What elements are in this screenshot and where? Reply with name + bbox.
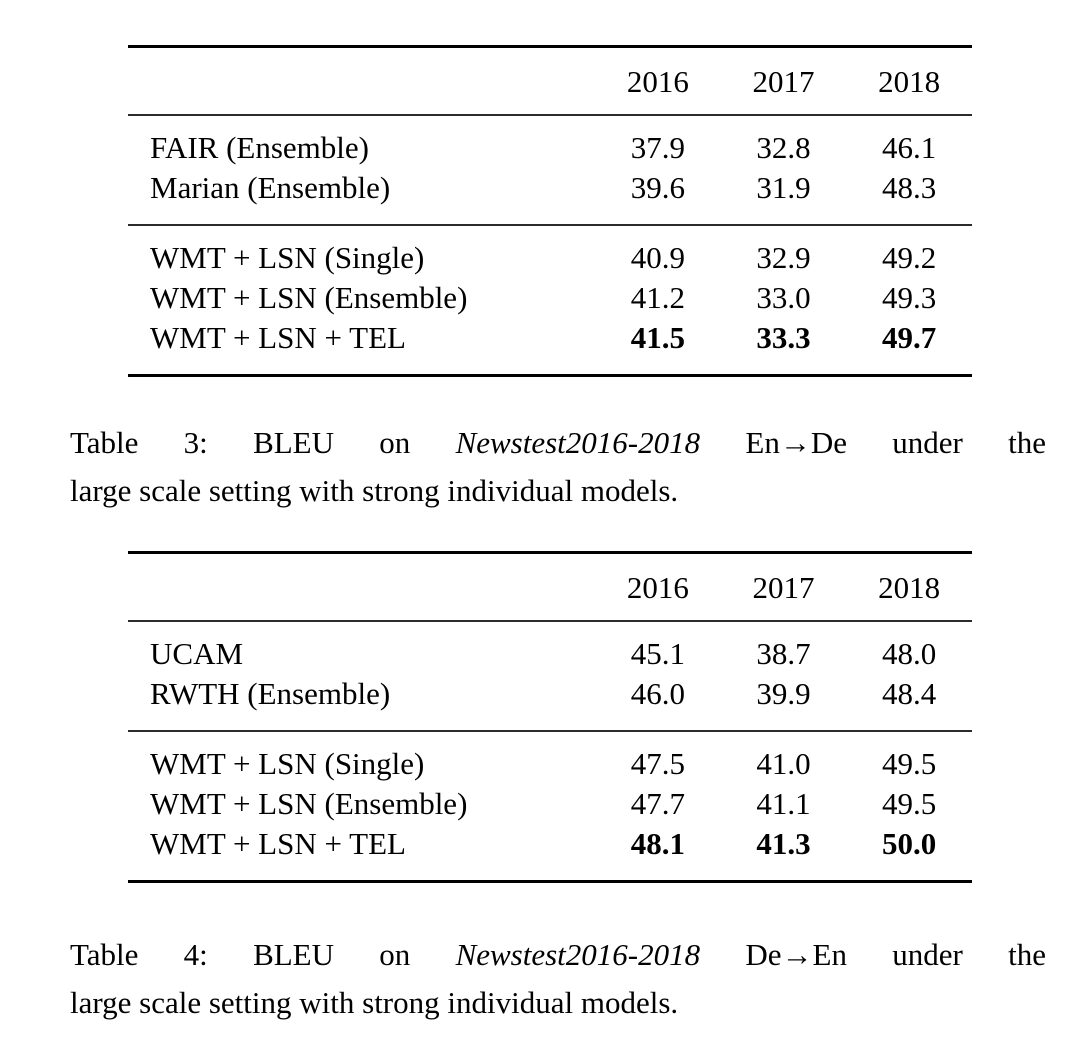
row-label: WMT + LSN (Single) <box>150 240 425 275</box>
bleu-value-best: 49.7 <box>846 318 972 377</box>
bleu-value: 32.9 <box>756 240 811 275</box>
table-row: UCAM 45.1 38.7 48.0 <box>128 621 972 674</box>
bleu-value-best: 33.3 <box>720 318 847 377</box>
table3-header-empty-cell <box>128 45 596 116</box>
bleu-value: 47.7 <box>630 786 686 821</box>
table3-our-group: WMT + LSN (Single) 40.9 32.9 49.2 WMT + … <box>128 225 972 377</box>
table-row: WMT + LSN (Single) 40.9 32.9 49.2 <box>128 225 972 278</box>
bleu-value: 49.5 <box>882 746 937 781</box>
table4-baseline-group: UCAM 45.1 38.7 48.0 RWTH (Ensemble) 46.0… <box>128 621 972 732</box>
table4-header-year-2017: 2017 <box>720 551 847 622</box>
table4-caption: Table 4: BLEU on Newstest2016-2018 De→En… <box>70 931 1046 1027</box>
caption-text: De→En under the <box>700 937 1046 972</box>
row-label: FAIR (Ensemble) <box>150 130 369 165</box>
table3: 2016 2017 2018 FAIR (Ensemble) 37.9 32.8… <box>128 45 972 377</box>
table4-header-row: 2016 2017 2018 <box>128 551 972 622</box>
caption-italic-testset: Newstest2016-2018 <box>455 425 701 460</box>
table3-caption-line2: large scale setting with strong individu… <box>70 473 679 508</box>
row-label: WMT + LSN (Ensemble) <box>150 280 468 315</box>
bleu-value: 37.9 <box>630 130 686 165</box>
row-label: WMT + LSN + TEL <box>128 318 596 377</box>
bleu-value: 41.2 <box>630 280 686 315</box>
table3-header-row: 2016 2017 2018 <box>128 45 972 116</box>
bleu-value: 39.9 <box>720 674 847 732</box>
bleu-value: 32.8 <box>756 130 811 165</box>
table4-header-year-2016: 2016 <box>595 551 721 622</box>
table3-header: 2016 2017 2018 <box>128 45 972 116</box>
bleu-value: 39.6 <box>595 168 721 226</box>
bleu-value-best: 41.3 <box>720 824 847 883</box>
row-label: RWTH (Ensemble) <box>128 674 596 732</box>
bleu-value: 46.0 <box>595 674 721 732</box>
bleu-value: 33.0 <box>756 280 811 315</box>
table-row: WMT + LSN (Single) 47.5 41.0 49.5 <box>128 731 972 784</box>
table4-header-empty-cell <box>128 551 596 622</box>
table-row: Marian (Ensemble) 39.6 31.9 48.3 <box>128 168 972 226</box>
caption-italic-testset: Newstest2016-2018 <box>455 937 701 972</box>
row-label: Marian (Ensemble) <box>128 168 596 226</box>
bleu-value-best: 50.0 <box>846 824 972 883</box>
bleu-value-best: 41.5 <box>595 318 721 377</box>
table3-header-year-2016: 2016 <box>595 45 721 116</box>
row-label: WMT + LSN + TEL <box>128 824 596 883</box>
table4-header: 2016 2017 2018 <box>128 551 972 622</box>
bleu-value: 49.5 <box>882 786 937 821</box>
bleu-value: 38.7 <box>756 636 811 671</box>
table3-header-year-2017: 2017 <box>720 45 847 116</box>
table4-header-year-2018: 2018 <box>846 551 972 622</box>
bleu-value: 47.5 <box>630 746 686 781</box>
table-row: WMT + LSN (Ensemble) 47.7 41.1 49.5 <box>128 784 972 824</box>
table-row: RWTH (Ensemble) 46.0 39.9 48.4 <box>128 674 972 732</box>
row-label: WMT + LSN (Ensemble) <box>150 786 468 821</box>
bleu-value: 49.3 <box>882 280 937 315</box>
table-row: WMT + LSN (Ensemble) 41.2 33.0 49.3 <box>128 278 972 318</box>
bleu-value: 48.3 <box>846 168 972 226</box>
table3-header-year-2018: 2018 <box>846 45 972 116</box>
table3-caption: Table 3: BLEU on Newstest2016-2018 En→De… <box>70 419 1046 515</box>
bleu-value: 45.1 <box>630 636 686 671</box>
bleu-value: 48.4 <box>846 674 972 732</box>
bleu-value: 49.2 <box>882 240 937 275</box>
table-row-best: WMT + LSN + TEL 41.5 33.3 49.7 <box>128 318 972 377</box>
caption-text: En→De under the <box>700 425 1046 460</box>
caption-text: Table 4: BLEU on <box>70 937 456 972</box>
bleu-value: 41.0 <box>756 746 811 781</box>
table4-caption-line1: Table 4: BLEU on Newstest2016-2018 De→En… <box>70 931 1046 979</box>
row-label: UCAM <box>150 636 244 671</box>
bleu-value-best: 48.1 <box>595 824 721 883</box>
bleu-value: 31.9 <box>720 168 847 226</box>
table-row: FAIR (Ensemble) 37.9 32.8 46.1 <box>128 115 972 168</box>
row-label: WMT + LSN (Single) <box>150 746 425 781</box>
table4-our-group: WMT + LSN (Single) 47.5 41.0 49.5 WMT + … <box>128 731 972 883</box>
table4-caption-line2: large scale setting with strong individu… <box>70 985 679 1020</box>
table3-baseline-group: FAIR (Ensemble) 37.9 32.8 46.1 Marian (E… <box>128 115 972 226</box>
bleu-value: 48.0 <box>882 636 937 671</box>
table4: 2016 2017 2018 UCAM 45.1 38.7 48.0 RWTH … <box>128 551 972 883</box>
table3-caption-line1: Table 3: BLEU on Newstest2016-2018 En→De… <box>70 419 1046 467</box>
bleu-value: 41.1 <box>756 786 811 821</box>
caption-text: Table 3: BLEU on <box>70 425 456 460</box>
table-row-best: WMT + LSN + TEL 48.1 41.3 50.0 <box>128 824 972 883</box>
bleu-value: 46.1 <box>882 130 937 165</box>
bleu-value: 40.9 <box>630 240 686 275</box>
